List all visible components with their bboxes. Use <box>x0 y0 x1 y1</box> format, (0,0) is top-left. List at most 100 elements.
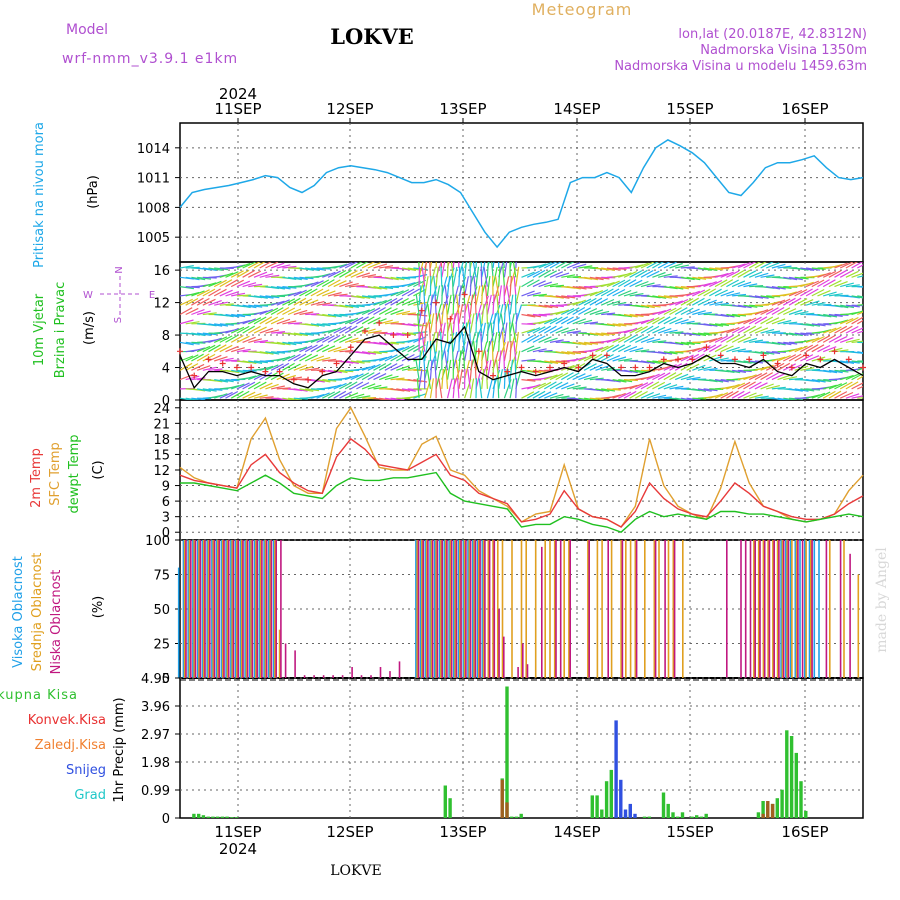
wind-barb <box>822 334 836 343</box>
product-title: Meteogram <box>532 0 633 19</box>
wind-barb <box>339 381 353 390</box>
wind-barb <box>839 391 854 399</box>
wind-barb <box>486 262 489 278</box>
wind-barb <box>202 312 217 316</box>
wind-barb <box>435 350 440 371</box>
wind-barb <box>180 286 194 290</box>
wind-barb <box>771 341 786 346</box>
wind-barb <box>282 320 297 325</box>
wind-barb <box>293 289 307 297</box>
wind-barb <box>433 275 437 296</box>
wind-barb <box>327 334 341 343</box>
wind-barb <box>652 310 666 316</box>
wind-barb <box>783 376 798 381</box>
wind-barb <box>657 382 672 390</box>
wind-barb <box>720 369 735 373</box>
wind-barb <box>231 347 245 353</box>
wind-gust-marker <box>575 364 582 371</box>
wind-barb <box>737 360 752 364</box>
cloud-tick-label: 100 <box>145 534 170 549</box>
wind-barb <box>697 388 712 392</box>
wind-barb <box>384 354 398 362</box>
wind-gust-marker <box>219 360 226 367</box>
wind-barb <box>709 379 724 383</box>
wind-barb <box>339 349 354 353</box>
wind-barb <box>356 309 370 316</box>
wind-barb <box>455 359 460 380</box>
wind-barb <box>458 303 464 324</box>
precip-bar-0 <box>775 798 779 818</box>
wind-barb <box>549 373 563 381</box>
wind-barb <box>423 285 426 306</box>
wind-barb <box>509 294 514 315</box>
wind-barb <box>623 334 637 343</box>
wind-barb <box>737 262 751 269</box>
wind-barb <box>236 280 251 288</box>
wind-barb <box>595 365 609 371</box>
wind-barb <box>623 390 637 399</box>
wind-barb <box>538 318 553 325</box>
wind-barb <box>458 331 460 352</box>
wind-barb <box>840 374 854 381</box>
wind-barb <box>422 350 426 371</box>
wind-barb <box>743 374 757 381</box>
wind-barb <box>299 365 314 371</box>
wind-barb <box>492 378 496 399</box>
wind-barb <box>794 345 808 353</box>
wind-barb <box>327 390 341 399</box>
wind-barb <box>225 379 240 382</box>
wind-barb <box>857 330 863 334</box>
wind-gust-marker <box>731 356 738 363</box>
wind-barb <box>703 281 717 288</box>
wind-barb <box>669 372 683 381</box>
wind-barb <box>566 351 581 355</box>
wind-barb <box>561 372 574 381</box>
wind-barb <box>788 397 803 400</box>
wind-barb <box>287 297 301 306</box>
wind-barb <box>675 397 690 400</box>
wind-barb <box>589 388 604 392</box>
temp-tick-label: 9 <box>162 480 170 495</box>
precip-bar-0 <box>785 730 789 818</box>
wind-barb <box>344 270 358 278</box>
wind-gust-marker <box>262 368 269 375</box>
wind-barb <box>401 298 415 306</box>
wind-barb <box>225 291 240 297</box>
wind-barb <box>583 375 598 381</box>
wind-barb <box>731 326 745 334</box>
wind-barb <box>407 323 422 327</box>
wind-barb <box>663 307 677 316</box>
wind-barb <box>219 272 234 278</box>
wind-barb <box>788 364 803 371</box>
wind-barb <box>219 391 233 399</box>
wind-barb <box>367 330 382 334</box>
wind-barb <box>823 291 837 297</box>
wind-barb <box>800 344 814 353</box>
wind-barb <box>709 393 723 399</box>
legend-total-rain: Ukupna Kisa <box>0 688 78 703</box>
wind-barb <box>828 347 843 353</box>
wind-barb <box>236 382 250 390</box>
wind-barb <box>180 362 193 371</box>
wind-barb <box>469 275 472 296</box>
wind-barb <box>794 311 809 316</box>
wind-barb <box>578 286 593 289</box>
wind-barb <box>282 307 296 316</box>
wind-barb <box>293 346 308 353</box>
wind-barb <box>458 369 463 389</box>
wind-barb <box>191 397 206 400</box>
wind-barb <box>606 288 620 297</box>
wind-barb <box>242 360 257 364</box>
wind-barb <box>652 372 666 381</box>
wind-barb <box>635 325 648 334</box>
wind-barb <box>219 323 234 326</box>
wind-barb <box>714 272 729 278</box>
wind-tick-label: 0 <box>162 394 170 409</box>
wind-barb <box>378 298 393 306</box>
wind-barb <box>834 391 848 399</box>
wind-barb <box>834 319 849 325</box>
wind-barb <box>703 344 717 353</box>
wind-barb <box>714 313 729 318</box>
wind-barb <box>726 313 741 318</box>
wind-barb <box>253 326 267 334</box>
